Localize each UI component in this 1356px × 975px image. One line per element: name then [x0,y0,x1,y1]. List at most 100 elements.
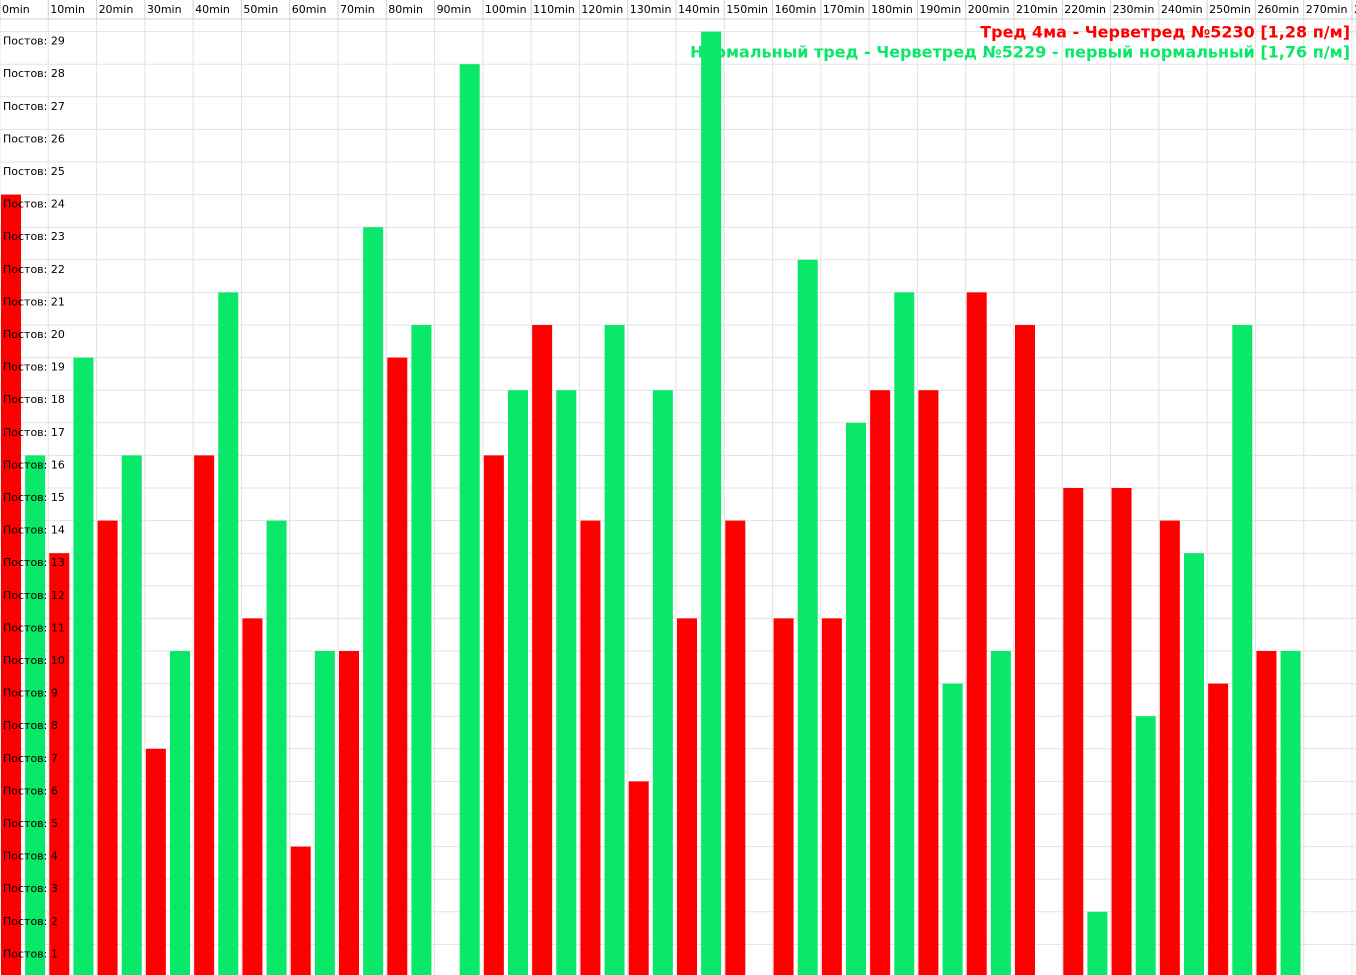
bar [49,553,70,975]
bar [604,325,625,975]
x-tick-label: 10min [50,3,85,16]
bar [218,292,239,975]
bar [483,455,504,975]
y-tick-label: Постов: 8 [3,719,58,732]
bar [97,520,118,975]
x-tick-label: 50min [243,3,278,16]
x-tick-label: 150min [726,3,768,16]
y-tick-label: Постов: 9 [3,687,58,700]
x-tick-label: 0min [2,3,30,16]
y-tick-label: Постов: 2 [3,915,58,928]
y-tick-label: Постов: 3 [3,882,58,895]
x-tick-label: 160min [775,3,817,16]
x-tick-label: 250min [1209,3,1251,16]
x-tick-label: 30min [147,3,182,16]
y-tick-label: Постов: 16 [3,458,65,471]
bar [1184,553,1204,975]
bar [966,292,987,975]
bar [242,618,263,975]
bar [1015,325,1035,975]
x-tick-label: 100min [485,3,527,16]
x-tick-label: 80min [388,3,423,16]
y-tick-label: Постов: 23 [3,230,65,243]
bar [1,194,21,975]
x-tick-label: 230min [1113,3,1155,16]
bar [459,64,480,975]
bar [73,357,94,975]
bar [1087,911,1108,975]
x-tick-label: 120min [581,3,623,16]
y-tick-label: Постов: 25 [3,165,65,178]
bar [773,618,794,975]
y-tick-label: Постов: 27 [3,100,65,113]
x-tick-label: 190min [919,3,961,16]
x-tick-label: 60min [292,3,327,16]
y-tick-label: Постов: 13 [3,556,65,569]
y-tick-label: Постов: 20 [3,328,65,341]
bar [290,846,311,975]
y-tick-label: Постов: 19 [3,361,65,374]
x-tick-label: 140min [678,3,720,16]
y-tick-label: Постов: 17 [3,426,65,439]
bar [1232,325,1253,975]
bar [145,748,166,975]
bar [387,357,408,975]
y-tick-label: Постов: 1 [3,947,58,960]
y-tick-label: Постов: 22 [3,263,65,276]
y-tick-label: Постов: 29 [3,35,65,48]
y-tick-label: Постов: 14 [3,524,65,537]
x-tick-label: 70min [340,3,375,16]
x-tick-label: 240min [1161,3,1203,16]
bar [870,390,891,975]
y-tick-label: Постов: 4 [3,850,58,863]
bar [508,390,528,975]
bar [363,227,384,975]
y-tick-label: Постов: 12 [3,589,65,602]
bar [339,651,359,975]
y-tick-label: Постов: 18 [3,393,65,406]
bar [194,455,215,975]
x-tick-label: 280min [1354,3,1356,16]
y-tick-label: Постов: 26 [3,132,65,145]
bar [556,390,577,975]
bar [1111,488,1132,975]
y-tick-label: Постов: 28 [3,67,65,80]
y-tick-label: Постов: 5 [3,817,58,830]
x-tick-label: 110min [533,3,575,16]
bar [1135,716,1156,975]
y-tick-label: Постов: 21 [3,295,65,308]
bar [532,325,553,975]
x-tick-label: 220min [1064,3,1106,16]
bar [846,422,866,975]
bar [580,520,601,975]
bar [701,31,722,975]
y-tick-label: Постов: 11 [3,621,65,634]
x-tick-label: 200min [968,3,1010,16]
x-tick-label: 130min [630,3,672,16]
bar [25,455,46,975]
x-tick-label: 20min [99,3,134,16]
x-tick-label: 40min [195,3,230,16]
bar [1063,488,1084,975]
x-tick-label: 170min [823,3,865,16]
x-axis-strip [0,0,1356,19]
bar [942,683,963,975]
bar [1159,520,1180,975]
bar [677,618,697,975]
x-tick-label: 90min [437,3,472,16]
bar [411,325,432,975]
bar [266,520,287,975]
y-tick-label: Постов: 10 [3,654,65,667]
bar [1280,651,1301,975]
bar [1256,651,1277,975]
x-tick-label: 260min [1257,3,1299,16]
bar [821,618,842,975]
bar [894,292,915,975]
bar [121,455,142,975]
y-tick-label: Постов: 24 [3,198,65,211]
bar [797,259,818,975]
x-tick-label: 180min [871,3,913,16]
x-tick-label: 270min [1306,3,1348,16]
